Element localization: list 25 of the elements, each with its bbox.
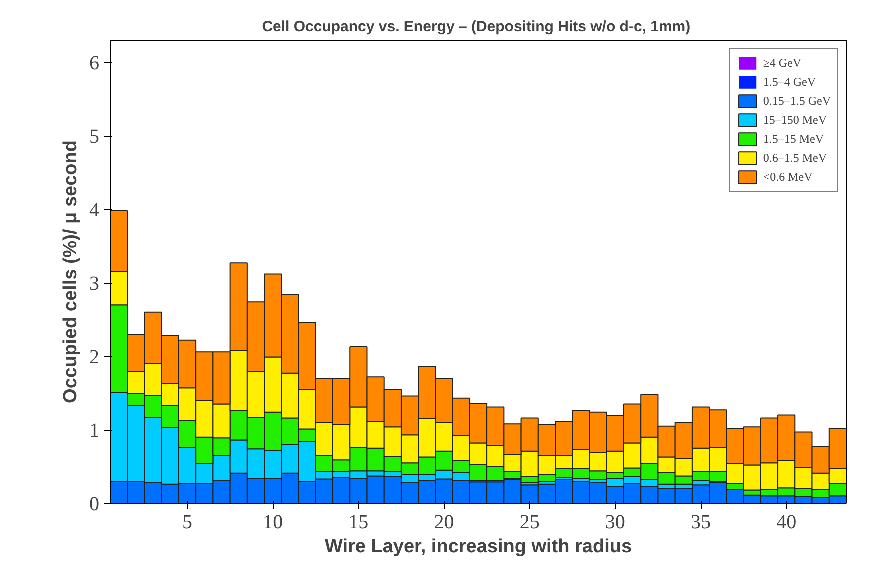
y-tick-label: 5 bbox=[90, 126, 100, 148]
x-tick-label: 25 bbox=[520, 512, 540, 534]
legend-label: 1.5–15 MeV bbox=[763, 132, 824, 146]
legend-label: 1.5–4 GeV bbox=[763, 74, 816, 90]
x-tick-label: 10 bbox=[263, 512, 284, 534]
x-tick-label: 30 bbox=[605, 512, 626, 534]
y-tick-label: 2 bbox=[90, 346, 100, 369]
y-tick-label: 4 bbox=[90, 200, 100, 222]
legend-label: 0.6–1.5 MeV bbox=[763, 150, 827, 166]
x-tick-label: 5 bbox=[182, 512, 193, 534]
legend-label: ≥4 GeV bbox=[763, 56, 802, 70]
y-axis-title: Occupied cells (%)/ μ second bbox=[60, 140, 82, 404]
x-tick-label: 35 bbox=[691, 512, 712, 534]
legend-label: 0.15–1.5 GeV bbox=[763, 94, 831, 108]
y-tick-label: 6 bbox=[90, 52, 100, 75]
y-tick-label: 0 bbox=[90, 494, 100, 516]
x-tick-label: 15 bbox=[348, 512, 369, 534]
x-tick-label: 20 bbox=[434, 512, 454, 534]
x-axis-title: Wire Layer, increasing with radius bbox=[324, 536, 632, 558]
legend-label: <0.6 MeV bbox=[763, 170, 813, 184]
chart-title: Cell Occupancy vs. Energy – (Depositing Hits w/o d-c, 1mm) bbox=[262, 18, 691, 36]
legend-label: 15–150 MeV bbox=[763, 112, 827, 128]
y-tick-label: 3 bbox=[90, 273, 100, 296]
x-tick-label: 40 bbox=[776, 512, 797, 534]
y-tick-label: 1 bbox=[90, 420, 100, 442]
